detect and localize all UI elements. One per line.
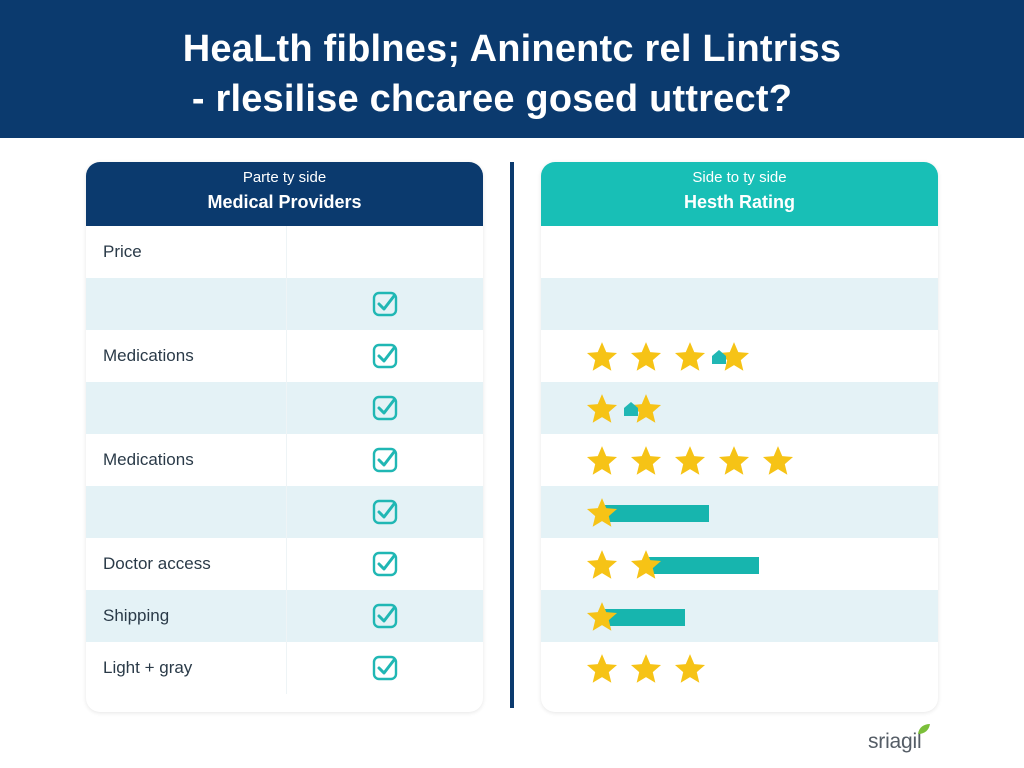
- star-icon: [630, 394, 662, 423]
- column-divider: [286, 642, 287, 694]
- column-divider: [286, 330, 287, 382]
- row-label: Shipping: [103, 606, 170, 625]
- star-icon: [586, 342, 618, 371]
- star-rating: [585, 392, 925, 424]
- rating-row: [541, 590, 938, 642]
- house-marker-icon: [712, 350, 726, 364]
- column-divider: [286, 382, 287, 434]
- panel-title: Medical Providers: [207, 192, 362, 212]
- star-icon: [586, 446, 618, 475]
- medical-providers-header: Parte ty side Medical Providers: [86, 162, 483, 226]
- rating-row: [541, 382, 938, 434]
- check-square-icon: [372, 551, 398, 577]
- table-row: Light + gray: [86, 642, 483, 694]
- panel-subtitle: Parte ty side: [242, 169, 327, 186]
- column-divider: [286, 538, 287, 590]
- rating-row: [541, 226, 938, 278]
- star-icon: [762, 446, 794, 475]
- column-divider: [286, 434, 287, 486]
- check-square-icon: [372, 343, 398, 369]
- row-label: Light + gray: [103, 658, 193, 677]
- house-marker-icon: [624, 402, 638, 416]
- star-rating: [585, 548, 925, 580]
- brand-logo-text: sriagil: [868, 730, 922, 753]
- check-square-icon: [372, 447, 398, 473]
- star-rating: [585, 600, 925, 632]
- star-icon: [718, 342, 750, 371]
- column-divider: [286, 226, 287, 278]
- page-title-line-1: HeaLth fiblnes; Aninentc rel Lintriss: [182, 28, 842, 70]
- star-icon: [586, 498, 618, 527]
- star-icon: [586, 602, 618, 631]
- check-square-icon: [372, 499, 398, 525]
- row-label: Doctor access: [103, 554, 211, 573]
- rating-rows: [541, 226, 938, 694]
- rating-row: [541, 330, 938, 382]
- column-divider: [286, 486, 287, 538]
- rating-row: [541, 434, 938, 486]
- rating-bar: [605, 505, 709, 522]
- row-label: Medications: [103, 450, 194, 469]
- row-label: Medications: [103, 346, 194, 365]
- star-icon: [630, 654, 662, 683]
- star-rating: [585, 340, 925, 372]
- star-icon: [674, 342, 706, 371]
- star-icon: [630, 446, 662, 475]
- star-icon: [586, 394, 618, 423]
- star-icon: [674, 654, 706, 683]
- table-row: Medications: [86, 434, 483, 486]
- star-rating: [585, 444, 925, 476]
- check-square-icon: [372, 395, 398, 421]
- column-divider: [286, 278, 287, 330]
- check-square-icon: [372, 655, 398, 681]
- check-square-icon: [372, 291, 398, 317]
- check-square-icon: [372, 603, 398, 629]
- star-rating: [585, 496, 925, 528]
- star-icon: [674, 446, 706, 475]
- star-icon: [718, 446, 750, 475]
- rating-row: [541, 642, 938, 694]
- star-icon: [630, 342, 662, 371]
- star-rating: [585, 652, 925, 684]
- table-row: [86, 278, 483, 330]
- rating-bar: [649, 557, 759, 574]
- rating-row: [541, 278, 938, 330]
- panel-title: Hesth Rating: [683, 192, 795, 212]
- panel-subtitle: Side to ty side: [692, 169, 787, 186]
- column-divider: [286, 590, 287, 642]
- rating-bar: [605, 609, 685, 626]
- rating-row: [541, 538, 938, 590]
- brand-logo: sriagil: [868, 724, 931, 754]
- medical-providers-panel: Parte ty side Medical Providers Price Med…: [86, 162, 483, 712]
- table-row: [86, 486, 483, 538]
- table-row: Doctor access: [86, 538, 483, 590]
- page-banner: HeaLth fiblnes; Aninentc rel Lintriss - …: [0, 0, 1024, 138]
- page-title-line-2: - rlesilise chcaree gosed uttrect?: [191, 78, 793, 120]
- health-rating-header: Side to ty side Hesth Rating: [541, 162, 938, 226]
- table-row: [86, 382, 483, 434]
- star-icon: [586, 654, 618, 683]
- star-rating: [585, 288, 925, 320]
- leaf-icon: [918, 724, 931, 734]
- health-rating-panel: Side to ty side Hesth Rating: [541, 162, 938, 712]
- table-row: Shipping: [86, 590, 483, 642]
- star-icon: [586, 550, 618, 579]
- table-row: Medications: [86, 330, 483, 382]
- star-rating: [585, 236, 925, 268]
- center-divider: [510, 162, 514, 708]
- row-label: Price: [103, 242, 142, 261]
- provider-rows: Price Medications Medications Doctor access…: [86, 226, 483, 694]
- rating-row: [541, 486, 938, 538]
- star-icon: [630, 550, 662, 579]
- table-row: Price: [86, 226, 483, 278]
